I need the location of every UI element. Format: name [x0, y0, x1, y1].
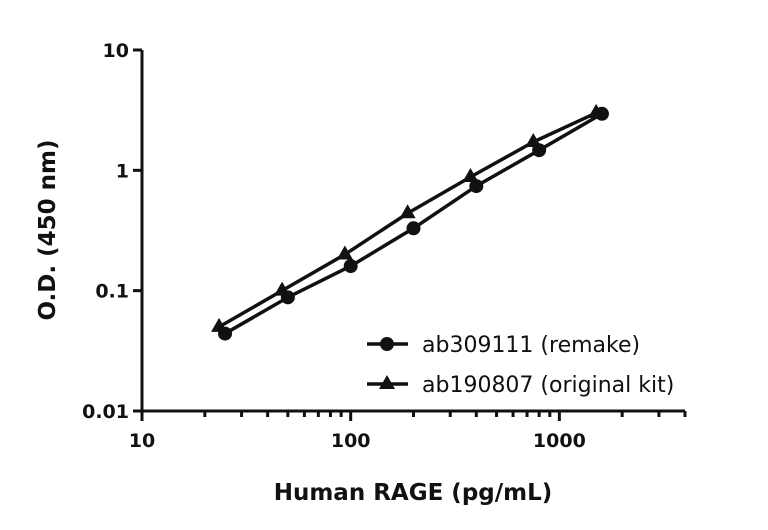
x-tick-label: 100: [331, 430, 371, 452]
legend-item-0: ab309111 (remake): [367, 333, 640, 358]
x-tick-label: 10: [129, 430, 155, 452]
plot-area: [211, 103, 609, 341]
data-point-triangle: [211, 317, 228, 332]
legend-label-1: ab190807 (original kit): [422, 373, 674, 398]
x-axis-label: Human RAGE (pg/mL): [274, 480, 553, 506]
legend-triangle-marker: [379, 375, 395, 389]
legend-circle-marker: [380, 337, 394, 351]
data-point-triangle: [462, 168, 479, 183]
x-tick-label: 1000: [533, 430, 586, 452]
data-point-circle: [406, 221, 421, 236]
data-point-triangle: [399, 204, 416, 219]
data-point-triangle: [588, 103, 605, 118]
y-tick-label: 0.01: [82, 401, 129, 423]
data-point-circle: [343, 259, 358, 274]
ticks: 10 100 1000 0.01 0.1 1 10: [82, 40, 687, 452]
y-tick-label: 1: [116, 160, 129, 182]
y-axis-label: O.D. (450 nm): [35, 139, 61, 320]
legend-label-0: ab309111 (remake): [422, 333, 640, 358]
legend: ab309111 (remake) ab190807 (original kit…: [367, 333, 674, 398]
y-tick-label: 10: [103, 40, 129, 62]
legend-item-1: ab190807 (original kit): [367, 373, 674, 398]
data-point-triangle: [336, 245, 353, 260]
data-point-triangle: [274, 281, 291, 296]
data-point-triangle: [525, 132, 542, 147]
data-point-circle: [469, 179, 484, 194]
y-tick-label: 0.1: [95, 281, 129, 303]
